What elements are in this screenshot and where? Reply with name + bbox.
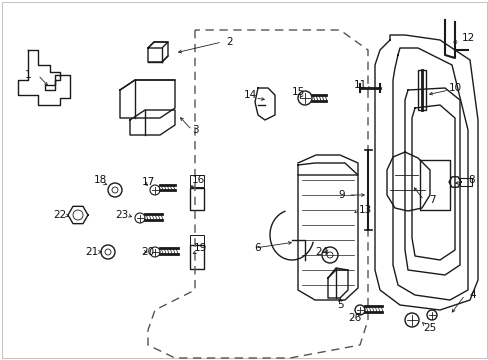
Bar (190, 188, 203, 210)
Text: 14: 14 (243, 90, 256, 100)
Text: 5: 5 (336, 300, 343, 310)
Text: 19: 19 (193, 243, 206, 253)
Text: 12: 12 (461, 33, 474, 43)
Text: 18: 18 (93, 175, 106, 185)
Bar (459, 178, 471, 186)
Bar (190, 235, 203, 245)
Text: 16: 16 (191, 175, 204, 185)
Text: 3: 3 (191, 125, 198, 135)
Text: 15: 15 (291, 87, 304, 97)
Text: 25: 25 (423, 323, 436, 333)
Text: 4: 4 (469, 290, 475, 300)
Bar (190, 245, 203, 269)
Text: 20: 20 (141, 247, 154, 257)
Text: 23: 23 (115, 210, 128, 220)
Text: 21: 21 (85, 247, 99, 257)
Text: 2: 2 (226, 37, 233, 47)
Text: 10: 10 (447, 83, 461, 93)
Text: 11: 11 (353, 80, 366, 90)
Text: 8: 8 (468, 175, 474, 185)
Text: 9: 9 (338, 190, 345, 200)
Text: 13: 13 (358, 205, 371, 215)
Bar (417, 70, 425, 110)
Text: 22: 22 (53, 210, 66, 220)
Text: 7: 7 (428, 195, 434, 205)
Text: 17: 17 (141, 177, 154, 187)
Text: 24: 24 (315, 247, 328, 257)
Text: 1: 1 (24, 70, 31, 80)
Text: 26: 26 (347, 313, 361, 323)
Bar (190, 175, 203, 187)
Text: 6: 6 (254, 243, 261, 253)
